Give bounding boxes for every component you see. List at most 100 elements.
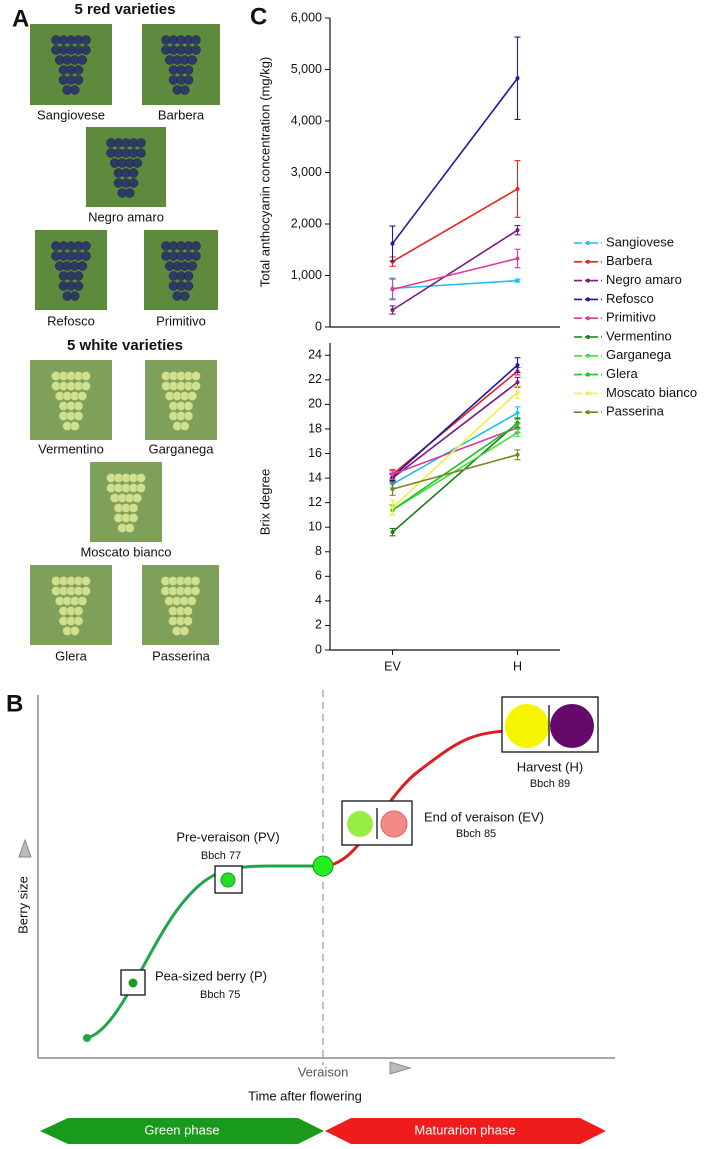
axis-title: Time after flowering [248,1088,362,1103]
variety: Refosco [47,313,95,328]
stage-label: Pea-sized berry (P) [155,968,267,983]
y-tick-label: 22 [308,372,322,386]
grape [73,606,84,616]
legend-label: Moscato bianco [606,385,697,400]
legend-label: Refosco [606,291,654,306]
grape [73,271,84,281]
y-tick-label: 18 [308,421,322,435]
grape [73,75,84,85]
grape [179,626,189,636]
grape [187,596,197,606]
point [515,452,520,457]
berry [347,811,373,837]
point [83,1034,91,1042]
x-tick-label: H [513,659,522,673]
grape [183,75,194,85]
grape [73,411,84,421]
point [390,287,395,292]
growth-curve [86,864,323,1040]
panel-label: B [6,690,23,717]
grape [81,381,91,391]
variety: Passerina [152,648,211,663]
legend-label: Glera [606,366,639,381]
point [390,241,395,246]
series-line [392,412,518,485]
grape [70,421,80,431]
berry [128,978,138,988]
legend-marker [586,259,590,264]
grape [73,65,84,75]
series-line [391,391,519,509]
series-line [392,453,518,490]
series-line [391,77,519,245]
y-tick-label: 2,000 [291,216,322,230]
grape [190,586,201,596]
grape [183,606,193,616]
series-line [392,229,518,311]
point [390,530,395,535]
grape [81,251,91,261]
grape [187,261,197,271]
grape [128,178,139,188]
series-line [392,423,518,511]
grape [81,45,91,55]
point [515,422,520,427]
grape [183,281,194,291]
grape [81,35,91,45]
series-line [392,381,518,479]
y-tick-label: 3,000 [291,165,322,179]
grape [180,85,190,95]
y-tick-label: 0 [315,319,322,333]
grape [128,503,139,513]
grape [191,35,201,45]
grape [73,616,84,626]
y-tick-label: 24 [308,348,322,362]
grape [183,271,194,281]
legend-marker [586,335,590,339]
legend-marker [586,316,590,321]
grape [81,576,91,586]
berry [220,872,236,888]
berry [312,855,334,877]
grape [70,626,80,636]
y-tick-label: 1,000 [291,268,322,282]
photos [30,24,220,645]
grape [81,371,91,381]
legend-marker [586,297,590,302]
stage-label: Pre-veraison (PV) [176,829,279,844]
grape [70,291,80,301]
series-line [392,279,518,290]
berry [505,704,549,748]
point [390,472,395,477]
y-tick-label: 4,000 [291,113,322,127]
grape [125,523,135,533]
stage-code: Bbch 85 [456,828,496,840]
point [515,228,520,233]
heading: 5 white varieties [67,337,183,354]
legend-marker [586,353,590,358]
phase-arrow [40,1118,324,1144]
y-tick-label: 16 [308,446,322,460]
series-line [391,422,519,533]
panel-label: C [250,3,267,30]
point [515,278,520,283]
diagram: Berry size Veraison Time after flowering… [15,690,615,1144]
grape [190,576,201,586]
legend-marker [586,278,590,283]
chart: Total anthocyanin concentration (mg/kg) 0… [257,10,697,673]
grape [125,188,135,198]
variety: Negro amaro [88,209,164,224]
point [515,380,520,385]
point [515,256,520,261]
grape [191,45,201,55]
y-tick-label: 14 [308,470,322,484]
legend-label: Barbera [606,253,653,268]
grape [136,483,146,493]
axis-title: Total anthocyanin concentration (mg/kg) [257,57,272,288]
stage-code: Bbch 77 [201,850,241,862]
point [515,390,520,395]
grape [73,281,84,291]
growth-curve [322,728,560,868]
x-tick-label: EV [384,659,401,673]
point [390,487,395,492]
